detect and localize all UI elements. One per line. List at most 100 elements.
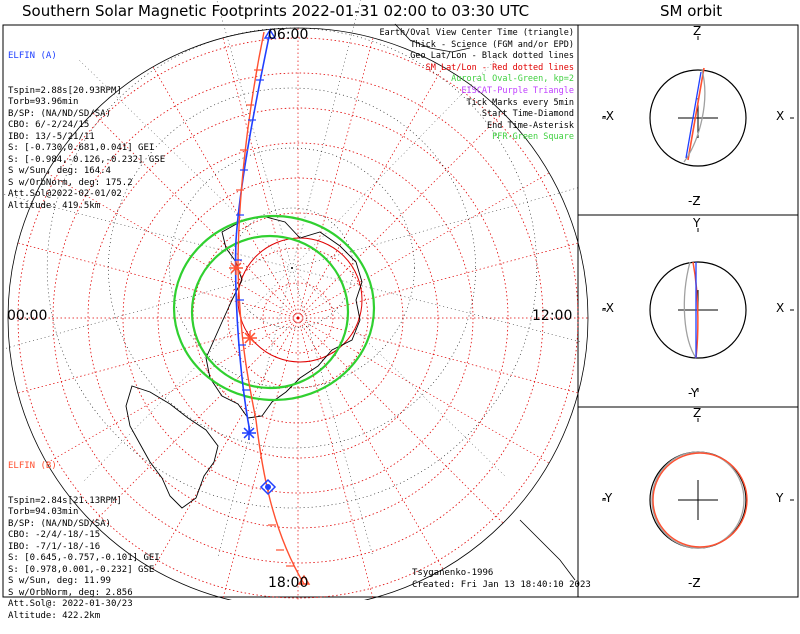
elfin-a-end-asterisk xyxy=(242,426,256,440)
elfin-a-info-line: Att.Sol@2022-02-01/02 xyxy=(8,189,122,199)
elfin-b-lines: Tspin=2.84s[21.13RPM] Torb=94.03min B/SP: … xyxy=(8,496,160,623)
elfin-b-info-line: S w/Sun, deg: 11.99 xyxy=(8,576,111,586)
sm-longitude-line xyxy=(297,317,579,394)
elfin-a-info-line: B/SP: (NA/ND/SD/SA) xyxy=(8,108,111,119)
auroral-oval xyxy=(172,214,376,402)
elfin-b-end-asterisk xyxy=(229,261,243,275)
elfin-a-info-line: CBO: 6/-2/24/15 xyxy=(8,120,90,130)
earth-circle xyxy=(649,261,747,359)
credit-created: Created: Fri Jan 13 18:40:10 2023 xyxy=(412,580,591,590)
sm-longitude-line xyxy=(17,317,299,394)
orbit-label-top: Z xyxy=(693,406,702,420)
legend-entry: SM Lat/Lon - Red dotted lines xyxy=(425,62,574,73)
orbit-label-right: X xyxy=(776,301,785,315)
elfin-b-track xyxy=(237,31,305,585)
orbit-label-bottom: -Z xyxy=(688,576,701,590)
elfin-b-info-line: Att.Sol@: 2022-01-30/23 xyxy=(8,599,133,609)
elfin-a-view-triangle xyxy=(263,28,277,39)
elfin-b-info-line: Torb=94.03min xyxy=(8,507,79,517)
geo-latitude-circle xyxy=(46,27,538,509)
map-label-bottom: 18:00 xyxy=(268,575,309,591)
earth-circle xyxy=(649,69,747,167)
sm-longitude-line xyxy=(297,66,444,319)
map-label-right: 12:00 xyxy=(532,308,573,324)
geo-latitude-circle xyxy=(169,147,415,389)
sm-longitude-line xyxy=(297,317,444,570)
elfin-a-track xyxy=(234,31,271,433)
sm-latitude-circle xyxy=(227,247,369,389)
orbit-plots xyxy=(602,36,794,582)
elfin-b-name: ELFIN (B) xyxy=(8,461,57,471)
sm-longitude-line xyxy=(297,242,579,319)
sm-latitude-circle xyxy=(262,282,334,354)
elfin-a-info-line: S w/Sun, deg: 164.4 xyxy=(8,166,111,176)
elfin-b-info-line: Altitude: 422.2km xyxy=(8,610,101,621)
orbit-label-right: Y xyxy=(776,491,784,505)
auroral-oval-outer xyxy=(172,214,376,402)
orbit-b-yz xyxy=(652,452,748,548)
satellite-tracks xyxy=(229,28,311,585)
asterisk-stroke xyxy=(244,332,256,344)
south-america-coastline xyxy=(125,385,219,509)
sm-longitude-line xyxy=(297,317,374,599)
legend-entry: Earth/Oval View Center Time (triangle) xyxy=(379,28,574,38)
elfin-a-info-line: S: [-0.730,0.681,0.041] GEI xyxy=(8,143,155,153)
orbit-label-bottom: -Y xyxy=(688,386,699,400)
elfin-b-info: ELFIN (B) Tspin=2.84s[21.13RPM] Torb=94.0… xyxy=(8,438,160,634)
orbit-a-yz xyxy=(651,451,745,549)
elfin-b-info-line: S: [0.645,-0.757,-0.101] GEI xyxy=(8,553,160,563)
map-label-top: 06:00 xyxy=(268,27,309,43)
sm-longitude-line xyxy=(297,317,504,524)
asterisk-stroke xyxy=(243,427,255,439)
sm-latitude-circle xyxy=(87,107,509,529)
sm-grid xyxy=(1,0,589,600)
africa-coastline xyxy=(394,23,471,53)
elfin-a-name: ELFIN (A) xyxy=(8,51,57,61)
orbit-label-bottom: -Z xyxy=(688,194,701,208)
sm-longitude-line xyxy=(46,317,299,464)
orbit-a-xz-blue xyxy=(685,71,702,159)
orbit-title: SM orbit xyxy=(660,2,723,20)
sm-longitude-line xyxy=(222,317,299,599)
asterisk-stroke xyxy=(230,262,242,274)
elfin-b-view-triangle xyxy=(297,574,311,585)
elfin-a-info-line: Altitude: 419.5km xyxy=(8,200,101,211)
elfin-a-info-line: S: [-0.984,-0.126,-0.232] GSE xyxy=(8,154,166,165)
legend-entry: Start Time-Diamond xyxy=(481,109,574,120)
sm-longitude-line xyxy=(92,112,299,319)
australia-coastline xyxy=(519,519,576,581)
elfin-a-info: ELFIN (A) Tspin=2.88s[20.93RPM] Torb=93.9… xyxy=(8,28,165,224)
elfin-a-info-line: Tspin=2.88s[20.93RPM] xyxy=(8,85,122,96)
orbit-panel-yz-frame xyxy=(577,406,799,598)
elfin-a-start-dot xyxy=(265,484,271,490)
orbit-label-left: -X xyxy=(602,301,614,315)
orbit-label-left: -Y xyxy=(602,491,613,505)
sm-longitude-line xyxy=(92,317,299,524)
sm-longitude-line xyxy=(297,172,550,319)
orbit-label-left: -X xyxy=(602,109,614,123)
elfin-a-start-diamond xyxy=(259,478,277,496)
orbit-b-xz xyxy=(687,67,705,161)
legend-entry: PFR-Green Square xyxy=(492,132,574,143)
page-title: Southern Solar Magnetic Footprints 2022-… xyxy=(22,2,530,20)
map-label-left: 00:00 xyxy=(7,308,48,324)
sm-longitude-line xyxy=(152,66,299,319)
elfin-b-info-line: Tspin=2.84s[21.13RPM] xyxy=(8,495,122,506)
orbit-panel xyxy=(602,36,794,200)
credit-author: Tsyganenko-1996 xyxy=(412,568,494,578)
geo-longitude-line xyxy=(291,267,507,478)
sm-longitude-line xyxy=(222,37,299,319)
sm-longitude-line xyxy=(17,242,299,319)
legend-entry: Auroral Oval-Green, kp=2 xyxy=(451,74,574,85)
legend-entry: Tick Marks every 5min xyxy=(466,97,574,108)
sm-longitude-line xyxy=(46,172,299,319)
sm-longitude-line xyxy=(297,37,374,319)
elfin-b-info-line: S w/OrbNorm, deg: 2.856 xyxy=(8,587,133,598)
legend: Earth/Oval View Center Time (triangle) Th… xyxy=(380,28,574,144)
sm-longitude-line xyxy=(152,317,299,570)
geo-longitude-line xyxy=(291,186,581,269)
geo-latitude-circle xyxy=(108,87,476,449)
sm-longitude-line xyxy=(297,317,550,464)
orbit-label-top: Z xyxy=(693,24,702,38)
orbit-a-xz xyxy=(683,69,706,163)
